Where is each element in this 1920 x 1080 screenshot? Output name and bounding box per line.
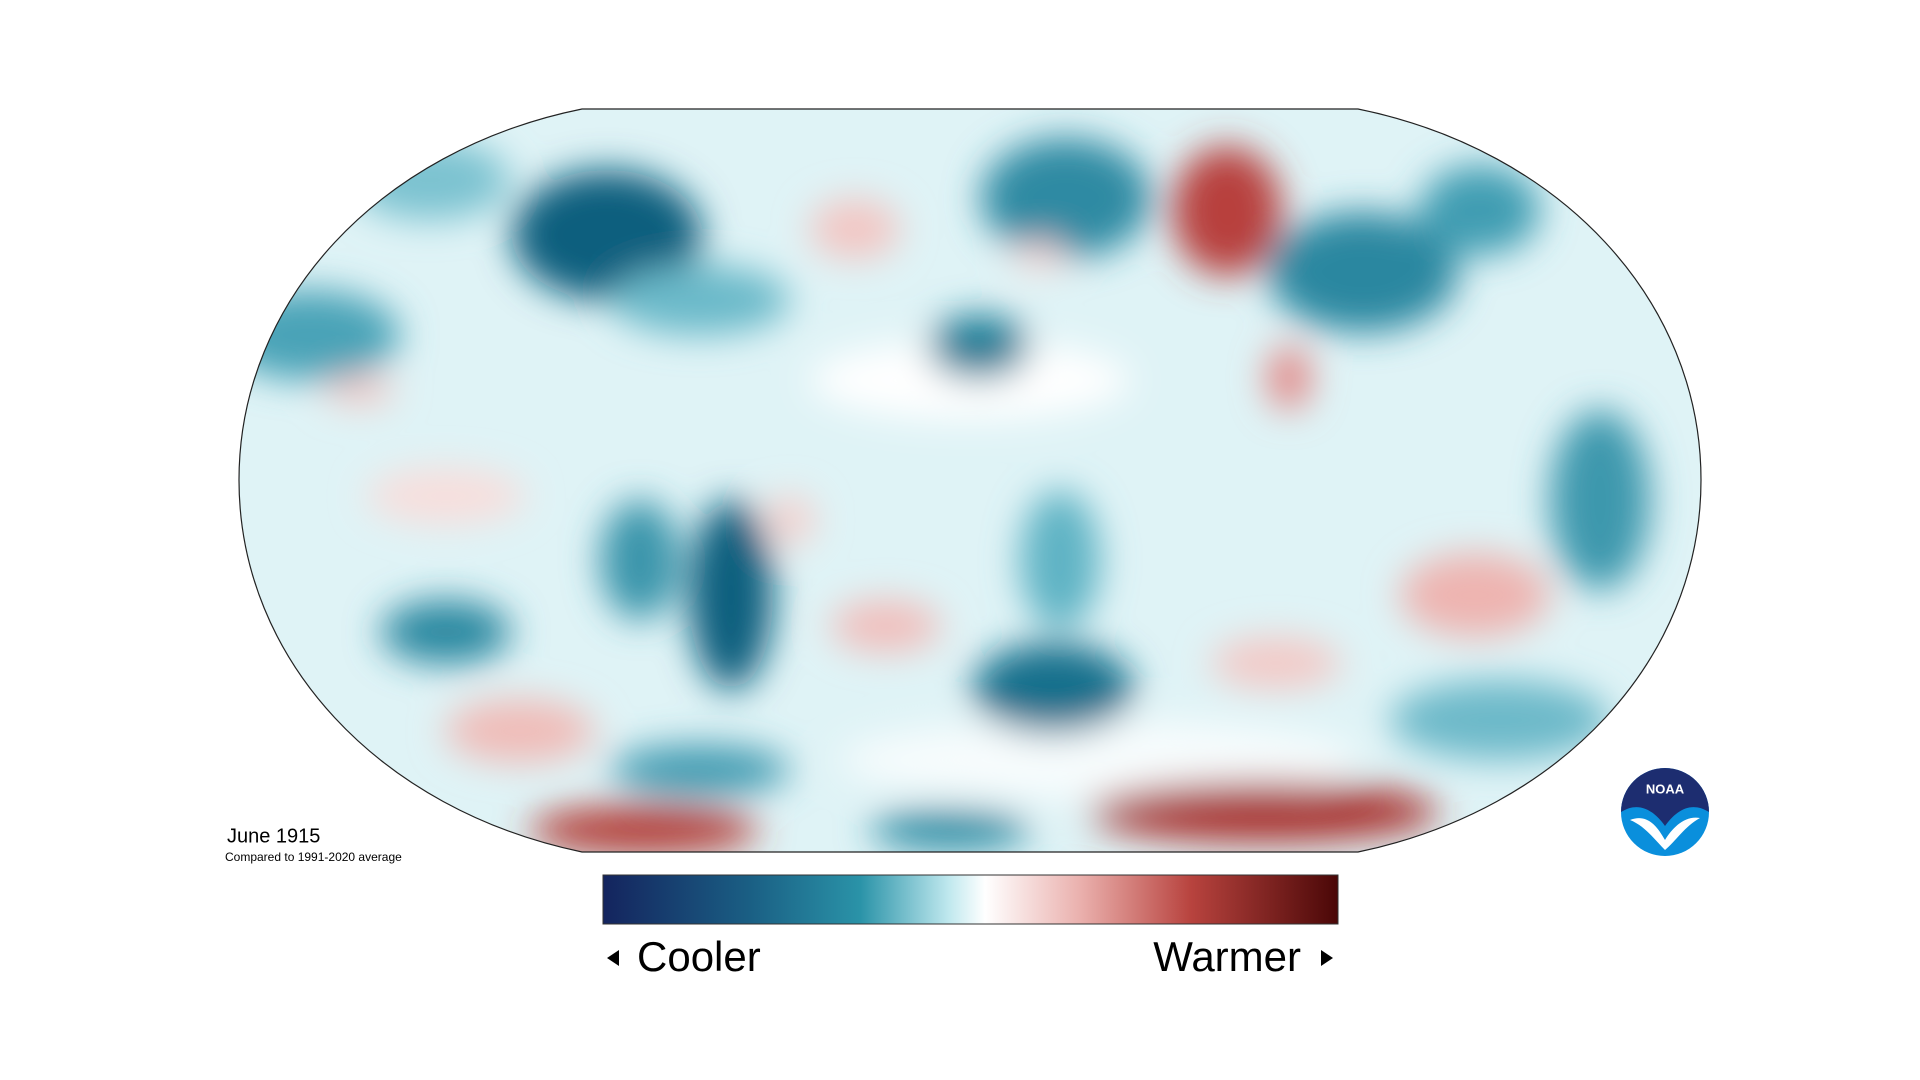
anomaly-field [239,109,1701,852]
blob [445,699,595,763]
blob [929,315,1029,379]
legend-low-label: Cooler [637,933,761,980]
blob [1390,680,1610,760]
blob [870,810,1030,850]
blob [973,643,1133,733]
map-subtitle: Compared to 1991-2020 average [225,850,402,864]
logo-top [1621,768,1709,826]
blob [689,500,773,690]
blob [810,340,1130,420]
logo-bird [1630,817,1700,850]
blob [981,138,1151,258]
blob [512,170,702,300]
noaa-logo: NOAA [1621,768,1709,856]
blob [831,600,941,652]
map-title: June 1915 [227,825,320,847]
blob [239,290,400,380]
blob [1268,212,1458,332]
warmer-arrow [1321,950,1333,966]
legend-high-label: Warmer [1153,933,1301,980]
blob [350,140,510,220]
blob [1172,146,1282,276]
blob [325,375,395,405]
blob [381,600,511,664]
blob [840,720,1360,800]
anomaly-blobs [239,138,1650,852]
blob [610,265,790,335]
blob [1400,553,1550,637]
blob [600,500,680,620]
blob [1211,637,1341,689]
blob [529,806,759,852]
blob [610,745,790,795]
blob [810,199,900,259]
blob [1089,782,1439,842]
logo-text: NOAA [1646,781,1685,796]
blob [1550,410,1650,590]
blob [1420,165,1540,255]
blob [1015,240,1065,270]
cooler-arrow [607,950,619,966]
color-bar [602,874,1339,925]
map-outline [238,108,1702,853]
blob [366,468,526,524]
blob [765,495,815,545]
blob [1267,346,1311,410]
blob [1020,490,1100,630]
